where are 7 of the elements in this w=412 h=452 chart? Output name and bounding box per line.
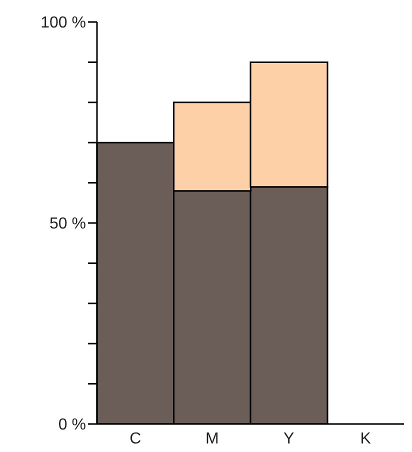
- x-tick-label: M: [205, 430, 219, 448]
- x-tick-label: K: [360, 430, 372, 448]
- x-tick-label: C: [130, 430, 142, 448]
- y-tick-label: 0 %: [58, 416, 86, 434]
- x-tick-label: Y: [284, 430, 295, 448]
- y-tick-label: 100 %: [40, 14, 86, 32]
- y-tick-label: 50 %: [50, 216, 86, 233]
